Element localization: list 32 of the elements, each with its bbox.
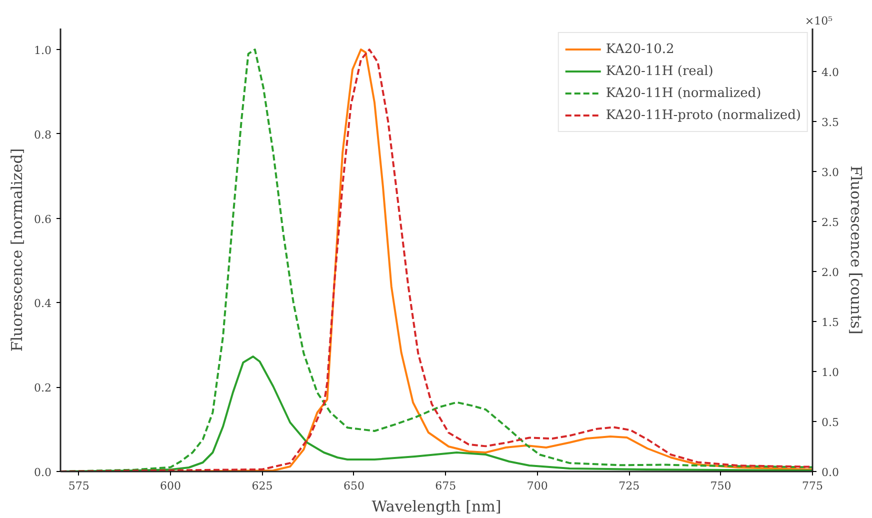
x-tick-label: 575 <box>68 480 90 492</box>
y2-tick-label: 2.5 <box>822 216 839 229</box>
x-tick-label: 725 <box>618 480 640 492</box>
y2-tick-label: 0.0 <box>822 466 839 479</box>
y-tick-label: 0.8 <box>34 128 52 142</box>
x-tick-label: 750 <box>710 480 732 492</box>
legend-label: KA20-11H (normalized) <box>606 86 762 100</box>
y-tick-label: 1.0 <box>34 44 52 58</box>
y2-tick-label: 2.0 <box>822 266 839 279</box>
y-tick-label: 0.0 <box>34 466 52 479</box>
y-tick-label: 0.4 <box>34 297 52 310</box>
x-tick-label: 625 <box>252 480 273 492</box>
x-tick-label: 700 <box>526 480 548 492</box>
y2-tick-label: 3.0 <box>822 166 839 179</box>
y2-tick-label: 3.5 <box>822 116 839 129</box>
y-tick-label: 0.6 <box>34 212 52 226</box>
y-axis-title: Fluorescence [normalized] <box>8 148 26 352</box>
legend-label: KA20-11H-proto (normalized) <box>606 108 801 122</box>
y2-tick-label: 1.5 <box>822 316 839 329</box>
y-tick-label: 0.2 <box>34 382 52 395</box>
text: ×10⁵ <box>804 14 832 28</box>
x-tick-label: 775 <box>802 480 823 492</box>
legend-label: KA20-10.2 <box>606 42 674 56</box>
x-tick-label: 600 <box>160 480 182 492</box>
legend-label: KA20-11H (real) <box>606 64 714 78</box>
y2-tick-label: 4.0 <box>822 66 839 79</box>
x-tick-label: 650 <box>343 480 364 492</box>
y2-tick-label: 0.5 <box>822 416 839 429</box>
x-axis-title: Wavelength [nm] <box>372 498 502 516</box>
y2-tick-label: 1.0 <box>822 366 839 379</box>
x-tick-label: 675 <box>435 480 456 492</box>
y2-axis-title: Fluorescence [counts] <box>846 166 865 334</box>
